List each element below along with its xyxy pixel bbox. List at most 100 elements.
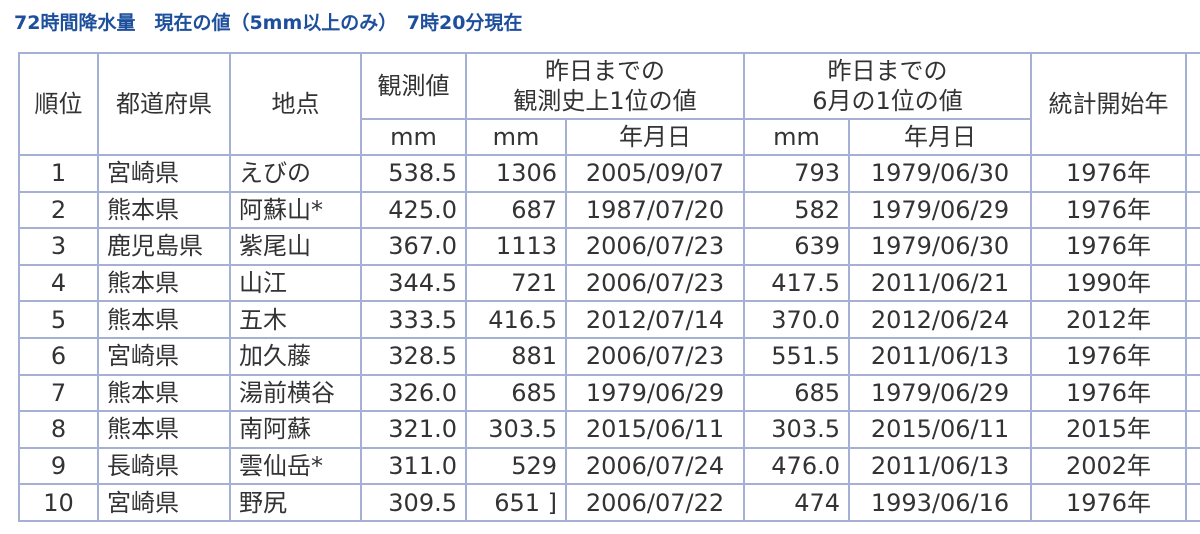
table-cell: 1976年	[1030, 373, 1188, 413]
table-cell: 7	[18, 373, 99, 413]
table-cell: 328.5	[360, 336, 467, 376]
table-cell: 1976年	[1030, 336, 1188, 376]
table-cell: 1979/06/30	[847, 154, 1033, 193]
table-cell: 2011/06/21	[847, 263, 1033, 303]
table-cell: 6	[18, 336, 99, 376]
header-line: 昨日までの	[545, 57, 665, 85]
table-row: 8 熊本県 南阿蘇 321.0 303.5 2015/06/11 303.5 2015/06/…	[18, 410, 1200, 449]
unit-cell: 年月日	[847, 118, 1033, 156]
table-row: 2 熊本県 阿蘇山* 425.0 687 1987/07/20 582 1979/06/29 1…	[18, 190, 1200, 230]
table-cell: 1976年	[1030, 190, 1188, 230]
table-cell: 1306	[465, 154, 567, 193]
table-cell: 685	[743, 373, 850, 413]
table-cell: 344.5	[360, 263, 467, 303]
table-cell: 熊本県	[97, 190, 231, 230]
table-cell: 2006/07/24	[565, 446, 745, 486]
table-cell: 303.5	[465, 410, 567, 449]
table-row: 9 長崎県 雲仙岳* 311.0 529 2006/07/24 476.0 2011/06/1…	[18, 446, 1200, 486]
table-cell	[1185, 190, 1200, 230]
header-line: 観測史上1位の値	[513, 87, 697, 115]
table-cell: 熊本県	[97, 263, 231, 303]
table-cell: 2012年	[1030, 300, 1188, 339]
header-cell: 統計開始年	[1030, 52, 1188, 156]
header-cell: 地点	[229, 52, 362, 156]
table-cell: 1993/06/16	[847, 483, 1033, 522]
table-cell: 宮崎県	[97, 336, 231, 376]
table-cell: 3	[18, 227, 99, 266]
table-cell: 五木	[229, 300, 362, 339]
table-row: 3 鹿児島県 紫尾山 367.0 1113 2006/07/23 639 1979/06/30…	[18, 227, 1200, 266]
table-cell: 370.0	[743, 300, 850, 339]
table-cell: 651 ]	[465, 483, 567, 522]
table-cell: 5	[18, 300, 99, 339]
header-line: 昨日までの	[827, 57, 948, 85]
table-cell: 2012/07/14	[565, 300, 745, 339]
table-cell: 8	[18, 410, 99, 449]
table-cell: 10	[18, 483, 99, 522]
table-cell: 1976年	[1030, 483, 1188, 522]
table-cell: 1979/06/29	[565, 373, 745, 413]
header-cell: 都道府県	[97, 52, 231, 156]
table-cell	[1185, 227, 1200, 266]
table-row: 10 宮崎県 野尻 309.5 651 ] 2006/07/22 474 1993/06/16…	[18, 483, 1200, 522]
table-cell	[1185, 483, 1200, 522]
table-row: 1 宮崎県 えびの 538.5 1306 2005/09/07 793 1979/06/30 1…	[18, 154, 1200, 193]
table-cell: 687	[465, 190, 567, 230]
table-cell: 367.0	[360, 227, 467, 266]
table-cell: 1113	[465, 227, 567, 266]
table-cell: 熊本県	[97, 410, 231, 449]
table-cell: 303.5	[743, 410, 850, 449]
table-cell: 2006/07/22	[565, 483, 745, 522]
table-cell: 721	[465, 263, 567, 303]
table-cell	[1185, 446, 1200, 486]
table-cell: 2005/09/07	[565, 154, 745, 193]
table-cell: 4	[18, 263, 99, 303]
table-cell: 2002年	[1030, 446, 1188, 486]
table-cell: 2012/06/24	[847, 300, 1033, 339]
table-cell: 山江	[229, 263, 362, 303]
header-cell: 昨日までの 観測史上1位の値	[465, 52, 745, 120]
header-cell: 観測値	[360, 52, 467, 120]
table-cell	[1185, 336, 1200, 376]
table-row: 7 熊本県 湯前横谷 326.0 685 1979/06/29 685 1979/06/29 1…	[18, 373, 1200, 413]
table-cell	[1185, 154, 1200, 193]
table-cell: 685	[465, 373, 567, 413]
table-cell: 417.5	[743, 263, 850, 303]
rain-table: 順位 都道府県 地点 観測値 昨日までの 観測史上1位の値 昨日までの 6月の1位の…	[18, 52, 1200, 522]
table-cell: 311.0	[360, 446, 467, 486]
table-cell	[1185, 410, 1200, 449]
table-row: 4 熊本県 山江 344.5 721 2006/07/23 417.5 2011/06/21 1…	[18, 263, 1200, 303]
table-cell: 雲仙岳*	[229, 446, 362, 486]
table-cell: 529	[465, 446, 567, 486]
unit-cell: 年月日	[565, 118, 745, 156]
table-cell: 加久藤	[229, 336, 362, 376]
table-row: 6 宮崎県 加久藤 328.5 881 2006/07/23 551.5 2011/06/13…	[18, 336, 1200, 376]
table-cell: 長崎県	[97, 446, 231, 486]
table-cell: 538.5	[360, 154, 467, 193]
table-cell: 425.0	[360, 190, 467, 230]
table-cell: 551.5	[743, 336, 850, 376]
table-cell: 1976年	[1030, 154, 1188, 193]
table-cell: 474	[743, 483, 850, 522]
table-cell: 2006/07/23	[565, 263, 745, 303]
table-cell: えびの	[229, 154, 362, 193]
table-cell: 1987/07/20	[565, 190, 745, 230]
table-cell: 333.5	[360, 300, 467, 339]
table-cell: 阿蘇山*	[229, 190, 362, 230]
table-cell: 1979/06/30	[847, 227, 1033, 266]
table-cell	[1185, 263, 1200, 303]
header-cell: 昨日までの 6月の1位の値	[742, 52, 1033, 120]
table-cell: 2	[18, 190, 99, 230]
table-cell	[1185, 300, 1200, 339]
table-cell: 1976年	[1030, 227, 1188, 266]
table-cell: 2006/07/23	[565, 336, 745, 376]
unit-cell: mm	[360, 118, 467, 156]
table-cell: 南阿蘇	[229, 410, 362, 449]
table-cell: 2015年	[1030, 410, 1188, 449]
table-cell: 宮崎県	[97, 483, 231, 522]
table-cell: 416.5	[465, 300, 567, 339]
table-cell: 326.0	[360, 373, 467, 413]
table-cell: 582	[743, 190, 850, 230]
table-cell: 熊本県	[97, 373, 231, 413]
